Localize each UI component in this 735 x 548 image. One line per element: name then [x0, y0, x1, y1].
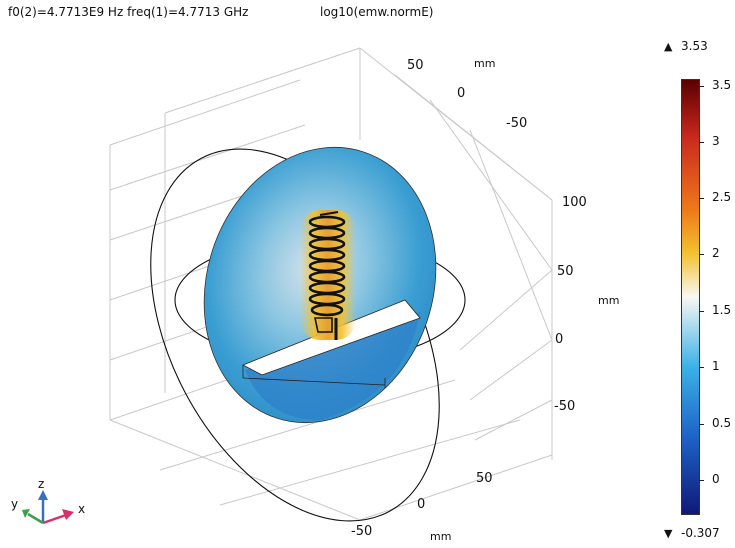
colorbar-tick-mark	[699, 86, 704, 87]
triad-y-label: y	[11, 497, 19, 511]
top-axis-tick: -50	[506, 116, 528, 131]
colorbar-max-arrow-icon: ▲	[664, 40, 673, 53]
right-axis-tick: -50	[554, 399, 576, 414]
colorbar-tick-label: 1	[712, 359, 720, 373]
helix-antenna	[308, 211, 346, 340]
plot-title-expression: f0(2)=4.7713E9 Hz freq(1)=4.7713 GHz	[8, 5, 249, 19]
right-axis-tick: 0	[555, 332, 564, 347]
bottom-axis-tick: 50	[476, 471, 493, 486]
colorbar-tick-mark	[699, 480, 704, 481]
bottom-axis-tick: -50	[351, 524, 373, 539]
colorbar-gradient	[681, 79, 700, 515]
plot-title-quantity: log10(emw.normE)	[320, 5, 434, 19]
colorbar-min-arrow-icon: ▼	[664, 527, 673, 540]
colorbar-tick-mark	[699, 311, 704, 312]
right-axis-unit: mm	[598, 294, 620, 307]
colorbar-tick-label: 1.5	[712, 303, 732, 317]
right-axis-tick: 50	[557, 264, 574, 279]
helix-field-hotspot	[300, 210, 356, 340]
axes-triad	[22, 490, 74, 525]
triad-x-label: x	[78, 502, 86, 516]
right-axis-tick: 100	[562, 195, 587, 210]
colorbar-tick-label: 0	[712, 472, 720, 486]
colorbar-tick-mark	[699, 254, 704, 255]
bottom-axis-tick: 0	[417, 497, 426, 512]
triad-z-label: z	[38, 477, 45, 491]
colorbar-tick-mark	[699, 142, 704, 143]
colorbar-min-label: -0.307	[681, 526, 720, 540]
top-axis-unit: mm	[474, 57, 496, 70]
top-axis-tick: 0	[457, 86, 466, 101]
top-axis-tick: 50	[407, 58, 424, 73]
colorbar-tick-mark	[699, 424, 704, 425]
colorbar-tick-label: 2.5	[712, 190, 732, 204]
colorbar-tick-mark	[699, 367, 704, 368]
colorbar-tick-label: 0.5	[712, 416, 732, 430]
colorbar-tick-label: 3.5	[712, 78, 732, 92]
bottom-axis-unit: mm	[430, 530, 452, 543]
colorbar-tick-mark	[699, 198, 704, 199]
colorbar-max-label: 3.53	[681, 39, 708, 53]
colorbar-tick-label: 2	[712, 246, 720, 260]
colorbar-tick-label: 3	[712, 134, 720, 148]
